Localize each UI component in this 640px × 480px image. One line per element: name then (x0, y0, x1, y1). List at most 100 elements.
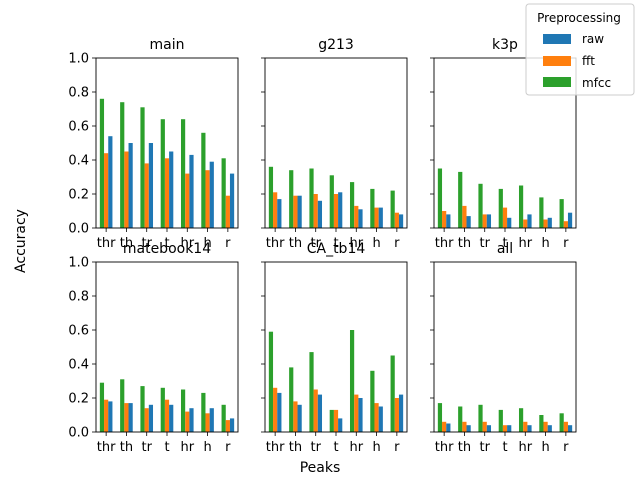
y-tick-label: 0.0 (68, 222, 89, 237)
subplot-title: k3p (492, 37, 518, 53)
bar-fft-thr (104, 153, 109, 228)
x-tick-label: th (120, 440, 133, 455)
bar-mfcc-thr (268, 166, 274, 228)
bar-mfcc-thr (437, 403, 443, 432)
x-tick-label: th (289, 440, 302, 455)
bar-raw-th (297, 195, 302, 228)
bar-fft-t (502, 425, 508, 432)
bar-raw-tr (148, 143, 154, 228)
subplot-title: g213 (318, 37, 354, 53)
x-tick-label: h (372, 236, 380, 251)
x-tick-label: h (372, 440, 380, 455)
bar-raw-th (128, 143, 133, 228)
bar-mfcc-t (160, 119, 165, 228)
bar-mfcc-h (201, 132, 206, 228)
y-tick-label: 0.8 (68, 86, 89, 101)
axes-frame (433, 261, 577, 433)
y-tick-label: 0.4 (68, 358, 89, 373)
bar-raw-thr (277, 392, 282, 432)
bar-mfcc-t (498, 409, 503, 432)
bar-fft-th (293, 401, 298, 432)
bar-fft-th (124, 151, 129, 228)
bar-raw-h (209, 161, 214, 228)
x-tick-label: r (563, 236, 569, 251)
x-tick-label: hr (180, 440, 194, 455)
bar-raw-t (338, 418, 343, 432)
bar-raw-hr (358, 209, 363, 228)
x-tick-label: tr (310, 236, 321, 251)
bar-raw-hr (527, 425, 532, 432)
x-tick-label: hr (518, 236, 532, 251)
bar-mfcc-r (559, 413, 564, 432)
bar-raw-t (507, 425, 512, 432)
x-tick-label: hr (518, 440, 532, 455)
bar-mfcc-th (458, 171, 463, 228)
bar-raw-t (338, 192, 343, 228)
bar-raw-h (378, 406, 383, 432)
y-axis-label: Accuracy (13, 209, 29, 273)
bar-mfcc-th (120, 379, 125, 432)
bar-raw-tr (317, 394, 323, 432)
x-tick-label: tr (479, 440, 490, 455)
y-tick-label: 0.0 (68, 426, 89, 441)
bar-mfcc-hr (180, 389, 186, 432)
x-tick-label: h (203, 236, 211, 251)
bar-raw-th (466, 216, 471, 228)
bar-raw-r (398, 394, 404, 432)
bar-mfcc-tr (309, 352, 314, 432)
x-tick-label: hr (349, 440, 363, 455)
bar-mfcc-tr (309, 168, 314, 228)
bar-mfcc-th (289, 170, 294, 228)
bar-fft-thr (442, 421, 447, 432)
bar-fft-hr (185, 411, 190, 432)
bar-raw-thr (277, 199, 282, 228)
y-tick-label: 0.8 (68, 290, 89, 305)
bar-raw-r (229, 418, 235, 432)
bar-raw-h (378, 207, 383, 228)
x-tick-label: t (333, 236, 338, 251)
bar-mfcc-th (458, 406, 463, 432)
bar-mfcc-tr (478, 404, 483, 432)
bar-fft-t (164, 158, 170, 228)
bar-mfcc-tr (140, 386, 145, 432)
bar-raw-tr (486, 214, 492, 228)
bar-fft-t (502, 207, 508, 228)
legend-label-raw: raw (582, 32, 604, 46)
bar-raw-tr (148, 404, 154, 432)
legend: Preprocessing raw fft mfcc (525, 3, 635, 96)
x-tick-label: hr (180, 236, 194, 251)
bar-mfcc-t (498, 188, 503, 228)
bar-raw-r (567, 212, 573, 228)
bar-mfcc-tr (140, 107, 145, 228)
bar-mfcc-r (221, 404, 226, 432)
bar-raw-tr (486, 425, 492, 432)
bar-fft-tr (313, 389, 318, 432)
bar-fft-r (394, 212, 399, 228)
y-tick-label: 0.2 (68, 188, 89, 203)
bar-mfcc-r (221, 158, 226, 228)
bar-fft-tr (144, 163, 149, 228)
x-tick-label: h (541, 440, 549, 455)
x-tick-label: thr (97, 236, 116, 251)
bar-fft-r (563, 421, 568, 432)
x-tick-label: th (458, 440, 471, 455)
y-tick-label: 0.6 (68, 120, 89, 135)
bar-fft-t (333, 194, 339, 228)
bar-fft-thr (442, 211, 447, 228)
bar-raw-thr (108, 136, 113, 228)
bar-raw-th (128, 403, 133, 432)
bar-fft-hr (185, 173, 190, 228)
x-tick-label: r (225, 236, 231, 251)
bar-fft-th (293, 195, 298, 228)
bar-fft-r (225, 420, 230, 432)
bar-fft-hr (354, 394, 359, 432)
x-tick-label: tr (141, 440, 152, 455)
bar-mfcc-h (370, 370, 375, 432)
x-tick-label: thr (435, 440, 454, 455)
